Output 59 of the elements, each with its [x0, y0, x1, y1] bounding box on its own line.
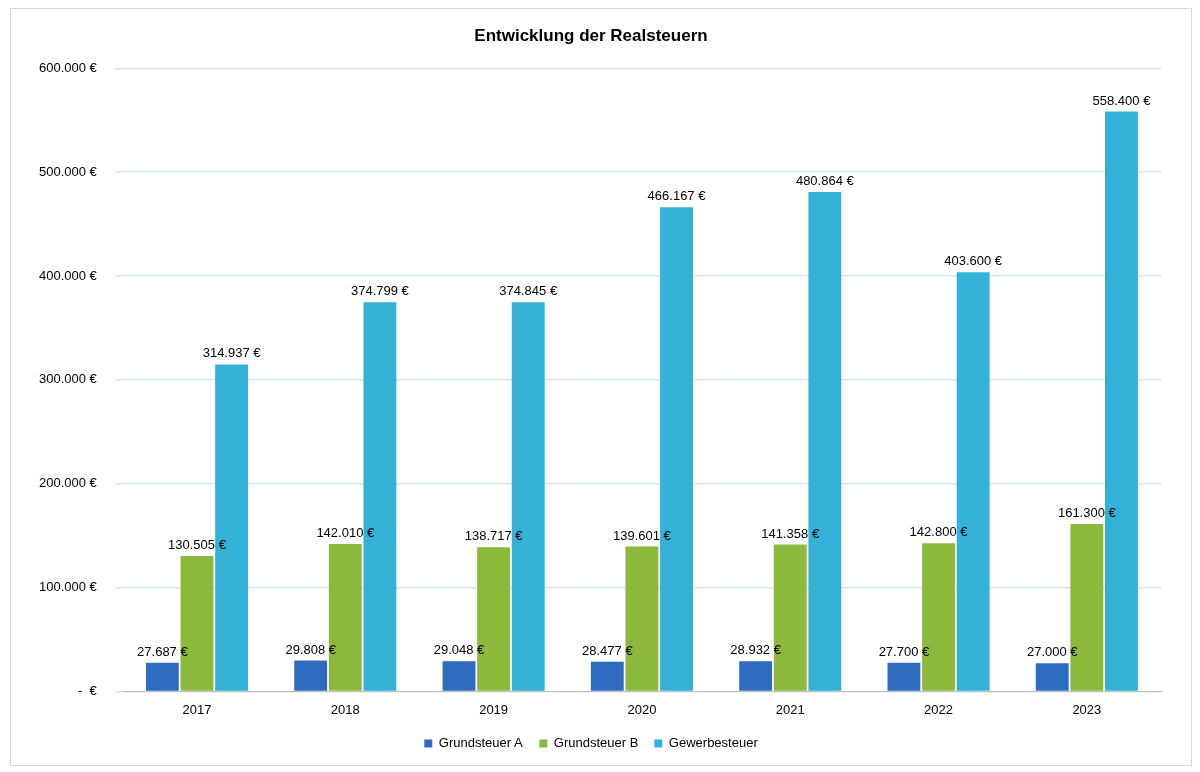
legend-label: Grundsteuer B: [553, 735, 639, 751]
data-label: 142.800 €: [909, 524, 969, 540]
bar: [956, 272, 990, 691]
y-tick-label: 200.000 €: [38, 475, 98, 491]
bar: [773, 544, 807, 691]
data-label: 139.601 €: [612, 527, 672, 543]
y-tick-label: - €: [78, 682, 98, 698]
x-tick-label: 2023: [1072, 701, 1102, 717]
bar: [660, 207, 693, 691]
bar: [477, 547, 511, 691]
data-label: 29.808 €: [285, 641, 337, 657]
x-tick-label: 2021: [775, 701, 805, 717]
x-tick-label: 2022: [924, 701, 953, 717]
x-tick-label: 2020: [627, 701, 657, 717]
bar: [442, 661, 476, 691]
bar: [1035, 663, 1069, 691]
bar: [363, 302, 397, 691]
data-label: 374.799 €: [350, 283, 410, 299]
data-label: 28.477 €: [582, 642, 634, 658]
data-label: 29.048 €: [433, 642, 486, 658]
data-label: 558.400 €: [1092, 92, 1152, 108]
bar: [1070, 523, 1104, 691]
data-label: 28.932 €: [730, 642, 782, 658]
data-label: 27.000 €: [1026, 644, 1079, 660]
bar: [215, 364, 249, 691]
bar: [808, 192, 842, 691]
x-tick-label: 2019: [479, 701, 509, 717]
legend-label: Gewerbesteuer: [668, 735, 759, 751]
data-label: 141.358 €: [761, 525, 820, 541]
bar: [180, 555, 214, 691]
bar: [145, 662, 179, 691]
bar: [922, 543, 955, 691]
bar: [590, 661, 624, 691]
y-tick-label: 500.000 €: [38, 163, 98, 179]
y-tick-label: 100.000 €: [38, 579, 98, 595]
bar: [328, 543, 362, 691]
legend-label: Grundsteuer A: [438, 735, 523, 751]
bar: [1105, 111, 1138, 691]
data-label: 314.937 €: [202, 345, 262, 361]
bar: [625, 546, 659, 691]
y-tick-label: 600.000 €: [38, 59, 98, 75]
data-label: 161.300 €: [1057, 504, 1117, 520]
bar: [511, 302, 545, 691]
data-label: 130.505 €: [168, 536, 227, 552]
y-tick-label: 400.000 €: [38, 267, 98, 283]
data-label: 480.864 €: [795, 173, 855, 189]
data-label: 374.845 €: [499, 283, 558, 299]
data-label: 403.600 €: [944, 253, 1003, 269]
data-label: 27.700 €: [878, 643, 930, 659]
data-label: 466.167 €: [647, 188, 707, 204]
data-label: 138.717 €: [464, 528, 524, 544]
data-label: 142.010 €: [316, 525, 375, 541]
bar: [294, 660, 328, 691]
chart-title: Entwicklung der Realsteuern: [474, 25, 708, 45]
x-tick-label: 2017: [182, 701, 212, 717]
bar: [739, 661, 773, 691]
y-tick-label: 300.000 €: [38, 371, 98, 387]
bar: [887, 662, 921, 691]
x-tick-label: 2018: [330, 701, 360, 717]
